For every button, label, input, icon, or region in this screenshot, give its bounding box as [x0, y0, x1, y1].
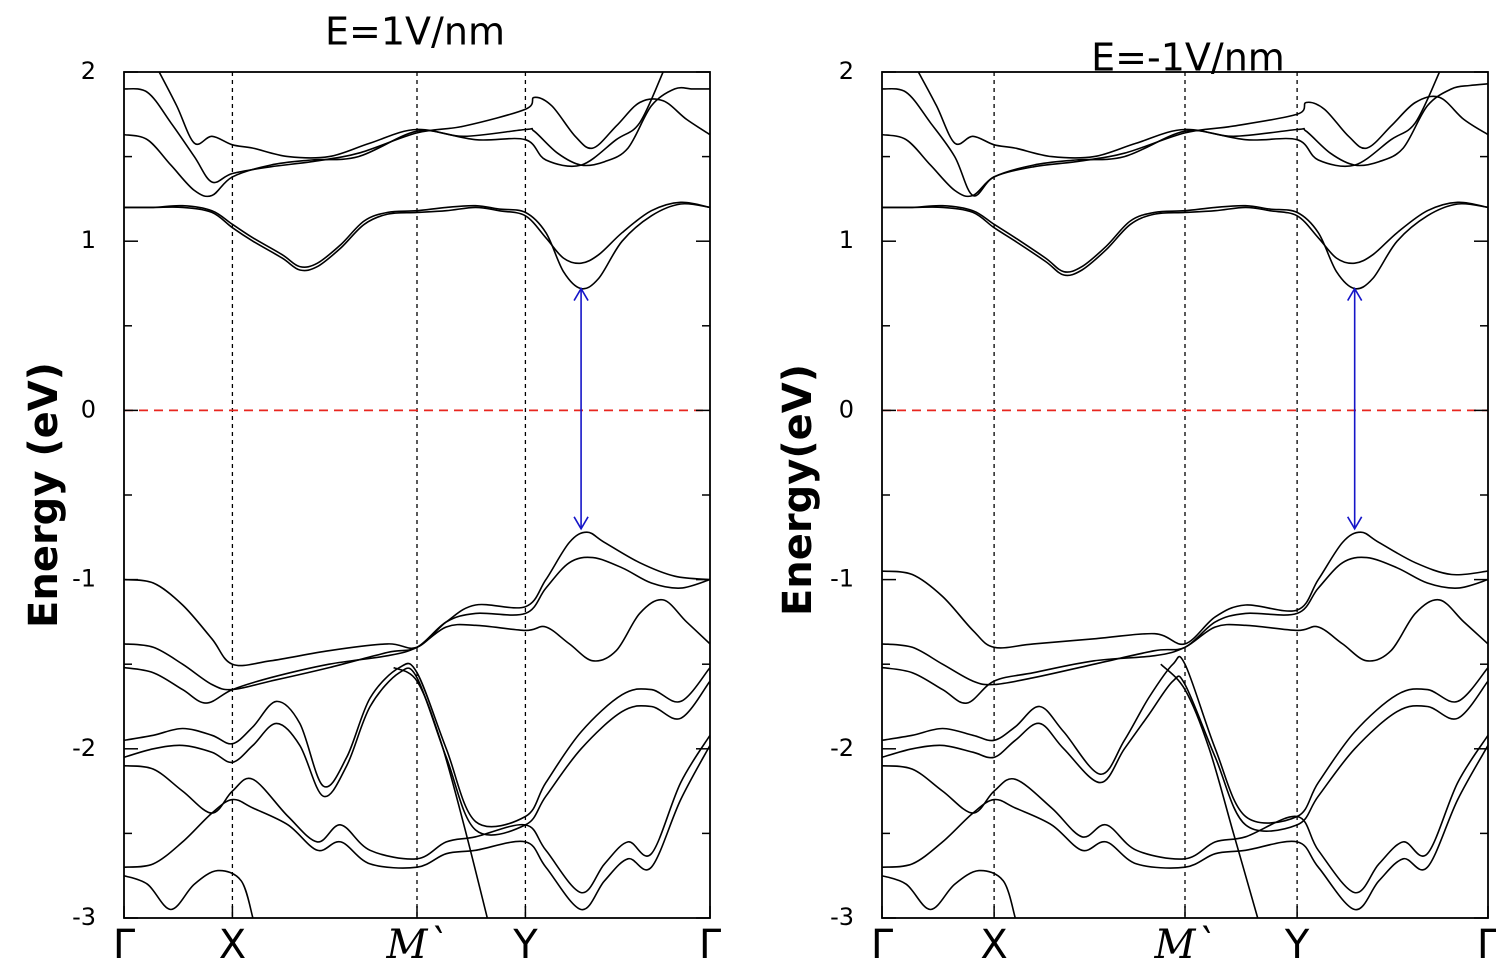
arrow-head-bottom	[1346, 516, 1363, 531]
k-point-label: X	[980, 922, 1007, 965]
band-line	[124, 662, 710, 828]
k-point-label: M`	[1154, 922, 1216, 965]
y-tick-label: -1	[72, 565, 96, 593]
y-tick-label: 2	[81, 57, 96, 85]
band-line	[124, 202, 710, 290]
band-line	[882, 598, 1488, 704]
y-tick-label: 0	[839, 395, 854, 423]
band-line	[882, 556, 1488, 686]
y-tick-label: -3	[72, 903, 96, 931]
band-line	[882, 734, 1488, 894]
arrow-head-top	[573, 286, 589, 301]
y-tick-label: -1	[830, 565, 854, 593]
band-line	[882, 201, 1488, 277]
k-point-label: M`	[386, 922, 448, 965]
band-line	[124, 556, 710, 691]
band-line	[882, 83, 1488, 198]
band-line	[882, 655, 1488, 824]
bands	[882, 72, 1488, 918]
band-line	[882, 675, 1488, 832]
k-point-label: Y	[1284, 922, 1310, 965]
y-tick-label: 1	[81, 226, 96, 254]
band-line	[882, 745, 1488, 911]
k-point-label: Y	[512, 922, 538, 965]
band-line	[124, 201, 710, 272]
y-tick-label: -2	[830, 734, 854, 762]
band-panel-1: E=1V/nm Energy (eV) 2 1 0 -1 -2 -3 Γ X M` Y Γ	[21, 10, 722, 965]
band-line	[917, 72, 1441, 168]
k-point-label: Γ	[113, 922, 136, 965]
band-line	[124, 598, 710, 704]
band-line	[124, 734, 710, 894]
band-line	[882, 87, 1488, 197]
y-tick-label: -2	[72, 734, 96, 762]
band-line	[158, 72, 664, 168]
arrow-head-bottom	[573, 516, 589, 531]
k-point-label: Γ	[871, 922, 894, 965]
band-line	[882, 202, 1488, 290]
y-tick-label: -3	[830, 903, 854, 931]
panel-title: E=1V/nm	[325, 10, 505, 54]
plot-frame	[123, 71, 711, 919]
k-point-label: Γ	[699, 922, 722, 965]
y-axis-label: Energy(eV)	[775, 364, 821, 616]
band-line	[124, 87, 710, 184]
k-point-label: X	[219, 922, 246, 965]
band-line	[882, 869, 1017, 918]
band-line	[882, 531, 1488, 649]
arrow-head-top	[1346, 286, 1363, 301]
band-line	[124, 667, 710, 836]
y-axis-label: Energy (eV)	[21, 362, 67, 628]
plot-frame	[881, 71, 1489, 919]
band-line	[1160, 663, 1259, 918]
bands	[124, 72, 710, 918]
y-tick-label: 2	[839, 57, 854, 85]
y-tick-label: 1	[839, 226, 854, 254]
band-line	[393, 666, 489, 918]
band-line	[124, 745, 710, 911]
y-tick-label: 0	[81, 395, 96, 423]
band-line	[124, 869, 254, 918]
k-point-label: Γ	[1477, 922, 1496, 965]
band-line	[124, 86, 710, 198]
